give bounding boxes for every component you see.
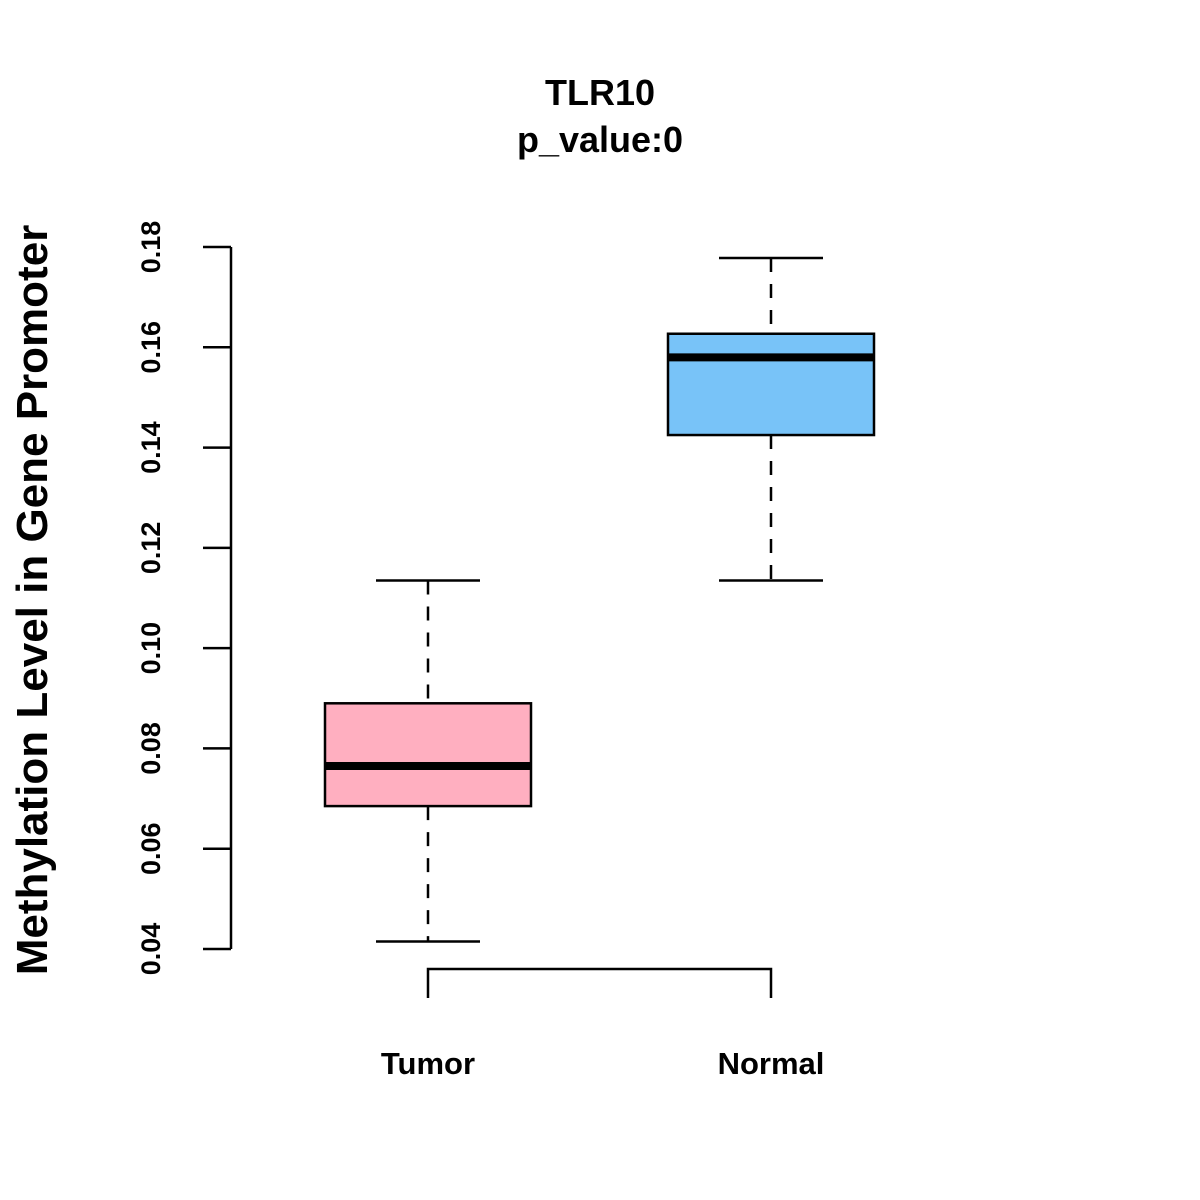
bracket-line	[426, 967, 773, 998]
x-tick-label-normal: Normal	[718, 1046, 825, 1081]
boxes-group	[323, 256, 876, 943]
y-tick-label: 0.10	[136, 622, 166, 675]
y-axis: 0.04 0.06 0.08 0.10 0.12 0.14 0.16 0.18	[136, 221, 233, 976]
y-tick-label: 0.04	[136, 923, 166, 976]
x-axis-labels: Tumor Normal	[381, 1046, 824, 1081]
y-tick-label: 0.18	[136, 221, 166, 274]
box-tumor	[323, 579, 533, 943]
iqr-box	[666, 332, 876, 437]
y-tick-label: 0.14	[136, 421, 166, 474]
y-tick-label: 0.12	[136, 522, 166, 575]
chart-title: TLR10	[545, 72, 655, 113]
x-tick-label-tumor: Tumor	[381, 1046, 475, 1081]
y-axis-title: Methylation Level in Gene Promoter	[8, 225, 57, 976]
y-tick-label: 0.08	[136, 722, 166, 775]
box-normal	[666, 256, 876, 582]
iqr-box	[323, 702, 533, 808]
chart-subtitle: p_value:0	[517, 119, 683, 160]
y-tick-label: 0.06	[136, 822, 166, 875]
significance-bracket	[426, 967, 773, 998]
y-tick-label: 0.16	[136, 321, 166, 374]
